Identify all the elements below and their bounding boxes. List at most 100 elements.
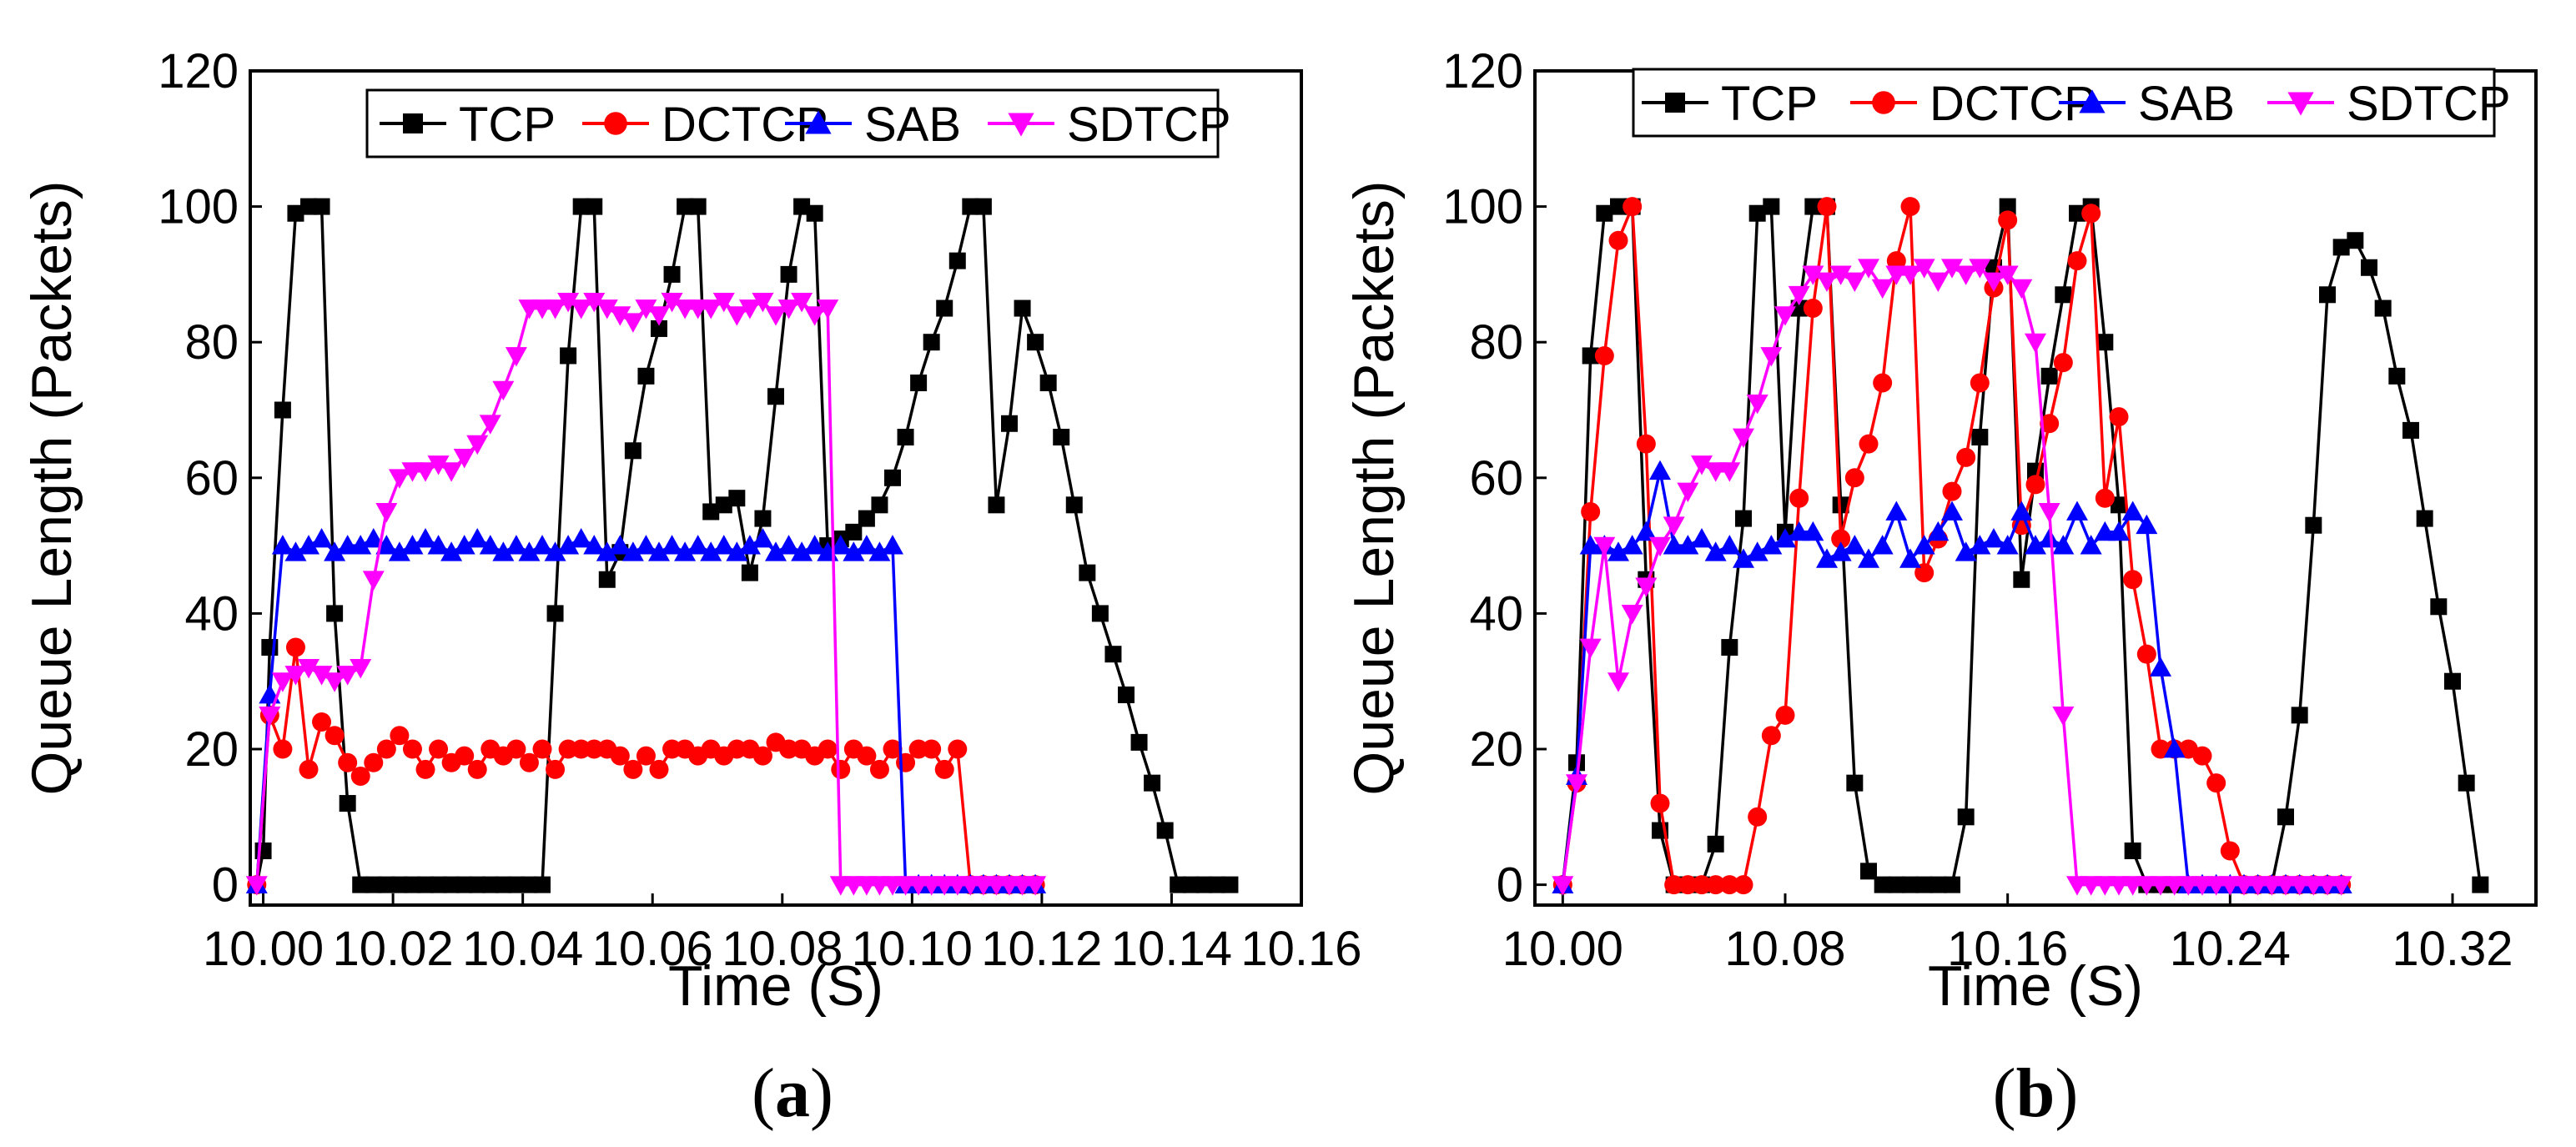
data-point-sab [2010, 501, 2033, 521]
data-point-dctcp [610, 746, 630, 766]
data-point-dctcp [1719, 875, 1739, 895]
data-point-sab [1733, 548, 1754, 568]
data-point-sab [1704, 541, 1727, 561]
data-point-dctcp [1664, 875, 1684, 895]
data-point-tcp [2013, 571, 2030, 588]
data-point-sdtcp [1733, 428, 1754, 449]
data-point-dctcp [1789, 488, 1809, 508]
series-line-sab [255, 537, 1036, 887]
data-point-sdtcp [2010, 279, 2033, 299]
data-point-dctcp [1761, 726, 1781, 746]
y-tick-label-b: 0 [1497, 858, 1523, 913]
data-point-sab [324, 541, 346, 561]
data-point-sab [1969, 535, 1991, 555]
legend-item-sdtcp: SDTCP [988, 98, 1231, 152]
data-point-dctcp [831, 759, 851, 779]
data-point-dctcp [1970, 373, 1990, 393]
data-point-sab [1635, 521, 1658, 541]
data-point-tcp [1027, 334, 1044, 351]
data-point-dctcp [1844, 468, 1864, 488]
data-point-tcp [910, 374, 928, 391]
data-point-sab [415, 527, 436, 548]
data-point-tcp [534, 876, 551, 893]
data-point-sab [1802, 521, 1824, 541]
data-point-sdtcp [2219, 876, 2241, 896]
data-point-tcp [2472, 876, 2489, 893]
data-point-tcp [417, 876, 434, 893]
data-point-sab [570, 527, 592, 548]
data-point-sdtcp [738, 299, 761, 319]
data-point-dctcp [402, 739, 422, 759]
data-point-sab [2080, 535, 2102, 555]
data-point-sdtcp [1858, 259, 1879, 279]
data-point-tcp [2458, 774, 2475, 792]
x-tick-label-b: 10.16 [1947, 922, 2068, 976]
data-point-dctcp [1914, 563, 1935, 583]
data-point-tcp [897, 429, 914, 446]
data-point-sdtcp [1996, 265, 2019, 285]
data-point-sdtcp [1927, 272, 1950, 293]
data-point-sab [1691, 527, 1713, 548]
data-point-dctcp [376, 739, 396, 759]
series-sdtcp-b [1552, 259, 2352, 896]
legend-swatch-marker [1665, 93, 1685, 113]
data-point-sdtcp [661, 293, 683, 313]
data-point-dctcp [1706, 875, 1726, 895]
data-point-dctcp [948, 739, 968, 759]
data-point-tcp [741, 564, 758, 581]
data-point-tcp [1065, 496, 1083, 514]
data-point-dctcp [1692, 875, 1712, 895]
data-point-dctcp [546, 759, 566, 779]
data-point-sab [1927, 521, 1950, 541]
data-point-tcp [430, 876, 447, 893]
data-point-sdtcp [440, 462, 463, 482]
data-point-sab [2066, 501, 2088, 521]
data-point-tcp [637, 367, 655, 385]
data-point-sab [2094, 521, 2116, 541]
data-point-dctcp [1748, 807, 1768, 827]
data-point-sab [1663, 535, 1685, 555]
data-point-tcp [326, 605, 344, 622]
data-point-sab [609, 535, 631, 555]
data-point-sdtcp [2038, 503, 2060, 523]
data-point-tcp [858, 510, 875, 527]
data-point-sdtcp [1969, 259, 1991, 279]
data-point-dctcp [1831, 529, 1851, 549]
data-point-sab [1858, 548, 1879, 568]
data-point-dctcp [299, 759, 319, 779]
data-point-dctcp [883, 739, 903, 759]
series-sab-a [245, 527, 1047, 894]
data-point-sdtcp [2275, 876, 2297, 896]
data-point-sab [505, 535, 527, 555]
data-point-tcp [300, 198, 317, 215]
data-point-tcp [1130, 733, 1148, 751]
data-point-tcp [1763, 198, 1780, 215]
data-point-tcp [1748, 204, 1766, 222]
data-point-tcp [1221, 876, 1239, 893]
data-point-tcp [2361, 259, 2377, 276]
data-point-sdtcp [583, 293, 606, 313]
data-point-tcp [1888, 876, 1905, 893]
data-point-sdtcp [596, 299, 618, 319]
data-point-sdtcp [791, 293, 813, 313]
data-point-tcp [988, 496, 1005, 514]
data-point-tcp [1104, 646, 1122, 663]
data-point-sdtcp [1983, 272, 2005, 293]
data-point-tcp [1999, 198, 2016, 215]
data-point-dctcp [2206, 773, 2226, 793]
data-point-dctcp [467, 759, 487, 779]
x-tick-label-a: 10.08 [722, 922, 843, 976]
legend-label: SAB [2138, 77, 2235, 131]
data-point-tcp [390, 876, 408, 893]
data-point-dctcp [273, 739, 293, 759]
data-point-dctcp [922, 739, 942, 759]
data-point-tcp [2096, 334, 2114, 351]
y-tick-label-b: 100 [1442, 180, 1523, 234]
data-point-sdtcp [777, 299, 800, 319]
data-point-tcp [2111, 496, 2127, 514]
data-point-dctcp [1942, 481, 1962, 501]
data-point-sdtcp [1941, 259, 1963, 279]
data-point-dctcp [2081, 204, 2101, 224]
y-tick-label-b: 120 [1442, 44, 1523, 98]
x-tick-label-b: 10.24 [2170, 922, 2291, 976]
